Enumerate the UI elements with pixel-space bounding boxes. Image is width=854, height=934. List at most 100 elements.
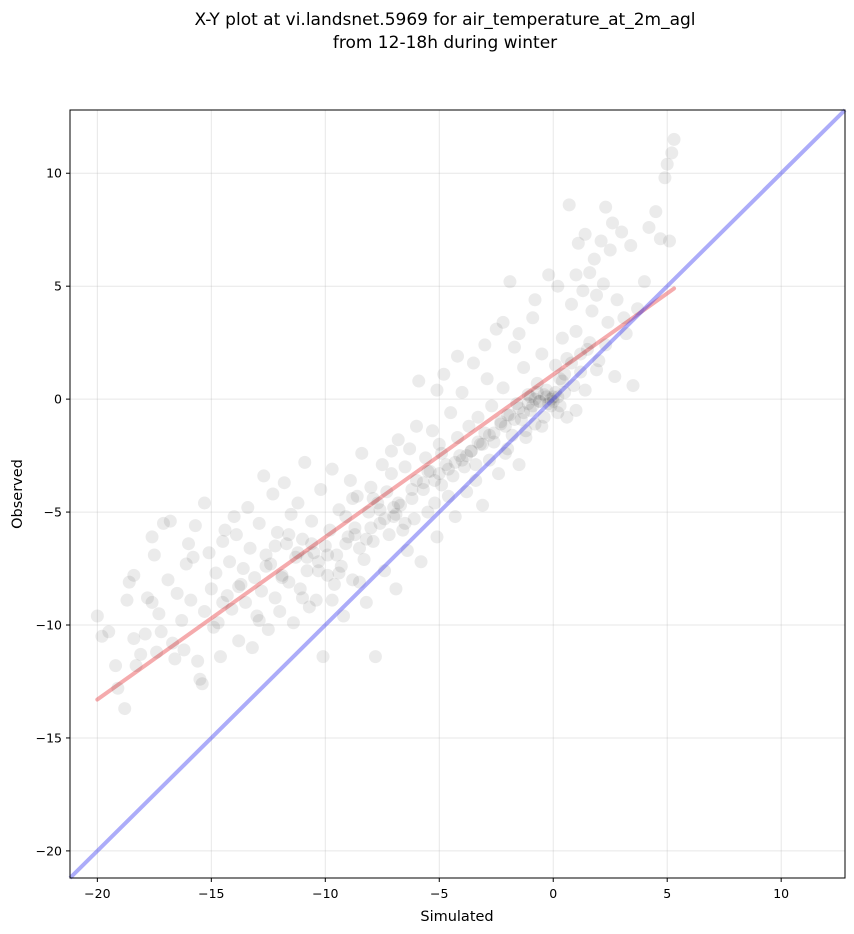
scatter-point <box>528 417 542 431</box>
fit-line <box>95 286 677 702</box>
scatter-point <box>111 681 125 695</box>
y-axis: −20 −15 −10 −5 0 5 10 <box>36 166 70 858</box>
scatter-point <box>384 444 398 458</box>
scatter-point <box>419 451 433 465</box>
scatter-point <box>544 392 558 406</box>
scatter-point <box>599 200 613 214</box>
scatter-point <box>216 534 230 548</box>
scatter-point <box>585 304 599 318</box>
scatter-point <box>603 243 617 257</box>
scatter-point <box>446 469 460 483</box>
scatter-point <box>594 234 608 248</box>
scatter-point <box>489 322 503 336</box>
scatter-point <box>348 521 362 535</box>
scatter-point <box>435 478 449 492</box>
scatter-point <box>462 419 476 433</box>
scatter-point <box>451 431 464 445</box>
scatter-point <box>307 546 321 560</box>
x-axis: −20 −15 −10 −5 0 5 10 <box>84 878 789 901</box>
scatter-point <box>156 516 170 530</box>
scatter-point <box>364 521 378 535</box>
scatter-point <box>503 275 517 289</box>
scatter-point <box>282 575 296 589</box>
scatter-point <box>416 476 430 490</box>
scatter-point <box>478 426 492 440</box>
scatter-point <box>188 519 202 533</box>
grid <box>70 110 845 878</box>
scatter-point <box>416 482 430 496</box>
scatter-point <box>421 505 435 519</box>
scatter-point <box>523 390 537 404</box>
scatter-point <box>455 385 469 399</box>
scatter-point <box>277 476 291 490</box>
scatter-point <box>394 498 408 512</box>
scatter-point <box>521 388 535 402</box>
scatter-point <box>428 496 442 510</box>
scatter-point <box>430 383 444 397</box>
scatter-point <box>492 467 506 481</box>
scatter-point <box>460 485 474 499</box>
scatter-point <box>619 327 633 341</box>
scatter-point <box>257 469 271 483</box>
scatter-point <box>517 406 531 420</box>
scatter-point <box>291 546 305 560</box>
scatter-point <box>512 327 526 341</box>
scatter-point <box>296 591 309 605</box>
scatter-point <box>480 372 494 386</box>
scatter-point <box>498 419 512 433</box>
scatter-point <box>309 593 323 607</box>
scatter-point <box>544 399 558 413</box>
scatter-point <box>339 510 353 524</box>
scatter-point <box>494 417 508 431</box>
scatter-point <box>147 548 161 562</box>
scatter-point <box>325 462 339 476</box>
y-tick-label: 10 <box>46 166 62 181</box>
scatter-point <box>549 385 563 399</box>
scatter-point <box>120 593 134 607</box>
one-to-one-line <box>68 108 847 880</box>
scatter-point <box>375 458 389 472</box>
scatter-point <box>261 623 275 637</box>
scatter-point <box>555 331 569 345</box>
scatter-point <box>373 503 387 517</box>
scatter-point <box>405 492 419 506</box>
scatter-point <box>533 394 547 408</box>
scatter-point <box>389 507 403 521</box>
scatter-point <box>451 349 464 363</box>
scatter-point <box>102 625 116 639</box>
scatter-point <box>662 234 676 248</box>
scatter-point <box>553 372 567 386</box>
scatter-point <box>535 347 549 361</box>
scatter-point <box>129 659 143 673</box>
scatter-point <box>300 564 314 578</box>
scatter-point <box>163 514 177 528</box>
scatter-point <box>141 591 154 605</box>
x-tick-label: 5 <box>663 886 671 901</box>
scatter-point <box>464 444 478 458</box>
scatter-point <box>667 132 681 146</box>
scatter-point <box>478 338 492 352</box>
scatter-points <box>90 132 681 716</box>
scatter-point <box>617 311 631 325</box>
scatter-point <box>398 460 412 474</box>
scatter-point <box>560 351 574 365</box>
scatter-point <box>378 564 392 578</box>
scatter-point <box>168 652 182 666</box>
scatter-point <box>512 458 526 472</box>
scatter-point <box>243 541 257 555</box>
scatter-point <box>558 367 572 381</box>
scatter-point <box>590 288 604 302</box>
scatter-point <box>409 419 423 433</box>
scatter-point <box>473 437 487 451</box>
scatter-point <box>184 593 198 607</box>
x-tick-label: −10 <box>312 886 338 901</box>
scatter-point <box>359 532 373 546</box>
scatter-point <box>286 616 300 630</box>
scatter-point <box>296 532 309 546</box>
scatter-point <box>90 609 104 623</box>
scatter-point <box>182 537 196 551</box>
scatter-point <box>521 397 535 411</box>
scatter-point <box>562 198 576 212</box>
scatter-point <box>305 514 319 528</box>
scatter-point <box>505 428 519 442</box>
